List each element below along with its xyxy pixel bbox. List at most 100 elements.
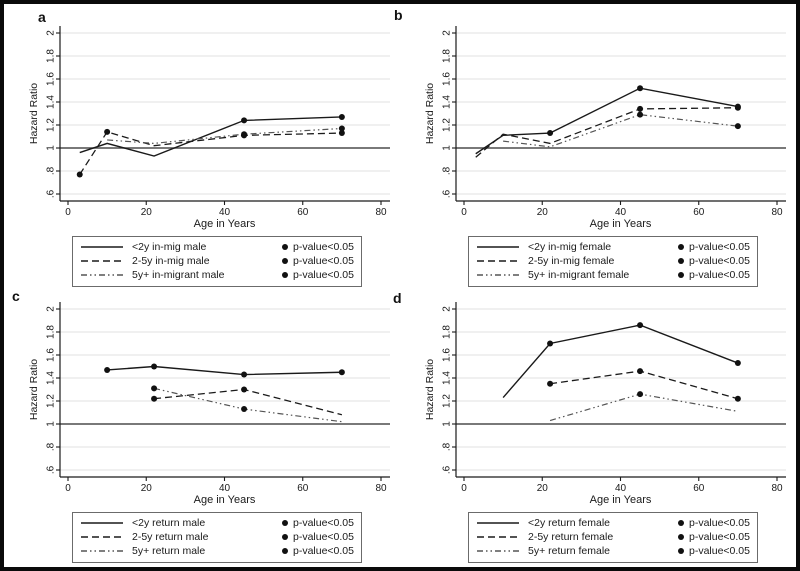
panel-c: c 2 1.8 1.6 1.4 1.2 1.8.6 0 20 40 60 80 Age in Year… [4,287,400,567]
significance-dot-icon [281,520,288,526]
series-line-dashdot [153,387,342,423]
legend-box-c: <2y return male p-value<0.05 2-5y return… [71,512,362,563]
significant-point-marker [104,128,111,135]
legend-line-sample-dashdot [80,274,123,276]
legend-row: 2-5y in-mig female p-value<0.05 [476,254,750,268]
x-tick-label: 20 [141,483,153,494]
significant-point-marker [637,322,644,329]
legend-line-sample-dashdot [476,550,519,552]
series-line-dashdot [549,393,738,422]
legend-box-b: <2y in-mig female p-value<0.05 2-5y in-m… [467,236,758,287]
panel-letter-d: d [393,290,402,306]
legend-p-label: p-value<0.05 [688,531,750,543]
x-tick-label: 0 [461,483,467,494]
legend-row: 2-5y in-mig male p-value<0.05 [80,254,354,268]
panel-grid: a 2 1.8 1.6 1.4 1.2 1.8.6 0 20 40 60 80 Age in Year… [4,4,796,567]
y-tick-label: 1.6 [442,348,453,362]
y-tick-label: 1.2 [442,118,453,132]
legend-p-label: p-value<0.05 [292,517,354,529]
y-tick-label: 1.8 [442,49,453,63]
significant-point-marker [241,131,248,138]
significance-dot-icon [677,520,684,526]
significance-dot-icon [677,244,684,250]
y-tick-label: 1.2 [46,118,57,132]
legend-line-sample-solid [80,246,123,248]
series-line-dashed [154,388,343,416]
significant-point-marker [338,125,345,132]
significance-dot-icon [281,244,288,250]
y-tick-label: .6 [442,189,453,198]
y-tick-label: 2 [46,306,57,312]
significance-dot-icon [677,548,684,554]
significance-dot-icon [281,548,288,554]
legend-box-d: <2y return female p-value<0.05 2-5y retu… [467,512,758,563]
significance-dot-icon [281,534,288,540]
y-axis-title: Hazard Ratio [424,359,436,420]
significance-dot-icon [677,534,684,540]
legend-row: <2y return female p-value<0.05 [476,516,750,530]
legend-label: <2y return male [131,517,206,529]
legend-label: 2-5y return female [527,531,614,543]
y-tick-label: .6 [46,189,57,198]
significant-point-marker [151,385,158,392]
y-tick-label: 1.4 [46,95,57,109]
x-tick-label: 0 [65,207,71,218]
y-tick-label: 1.2 [442,394,453,408]
y-tick-label: .6 [442,465,453,474]
y-tick-label: 1 [442,421,453,427]
legend-row: 2-5y return female p-value<0.05 [476,530,750,544]
legend-p-label: p-value<0.05 [688,241,750,253]
y-tick-label: 1 [46,421,57,427]
legend-label: 5y+ return male [131,545,206,557]
legend-row: 5y+ in-migrant female p-value<0.05 [476,268,750,282]
legend-line-sample-dashed [476,260,519,262]
x-tick-label: 80 [375,207,387,218]
y-tick-label: 2 [442,306,453,312]
y-tick-label: .8 [46,442,57,451]
y-tick-label: 1.4 [46,371,57,385]
legend-line-sample-dashed [80,260,123,262]
series-line-dashed [79,131,342,175]
x-tick-label: 0 [65,483,71,494]
significant-point-marker [547,340,554,347]
significant-point-marker [637,105,644,112]
legend-p-label: p-value<0.05 [688,269,750,281]
significant-point-marker [338,113,345,120]
y-tick-label: .8 [442,442,453,451]
significant-point-marker [76,171,83,178]
x-axis-title: Age in Years [194,218,256,230]
y-tick-label: 2 [46,30,57,36]
significant-point-marker [241,386,248,393]
legend-row: 5y+ return female p-value<0.05 [476,544,750,558]
series-line-solid [79,116,342,157]
legend-p-label: p-value<0.05 [292,531,354,543]
significant-point-marker [734,360,741,367]
series-line-dashdot [107,127,342,145]
y-tick-label: 1.2 [46,394,57,408]
legend-p-label: p-value<0.05 [688,517,750,529]
significant-point-marker [637,111,644,118]
panel-a: a 2 1.8 1.6 1.4 1.2 1.8.6 0 20 40 60 80 Age in Year… [4,4,400,287]
legend-line-sample-solid [476,522,519,524]
legend-p-label: p-value<0.05 [688,255,750,267]
x-tick-label: 60 [693,207,705,218]
panel-letter-c: c [12,288,20,304]
series-line-dashed [475,107,738,158]
x-tick-label: 80 [771,483,783,494]
series-line-solid [502,324,739,399]
legend-label: 5y+ return female [527,545,610,557]
legend-row: 5y+ in-migrant male p-value<0.05 [80,268,354,282]
legend-label: <2y return female [527,517,610,529]
y-tick-label: 1.6 [46,72,57,86]
significant-point-marker [637,368,644,375]
legend-row: 2-5y return male p-value<0.05 [80,530,354,544]
y-axis-title: Hazard Ratio [28,359,40,420]
significant-point-marker [151,395,158,402]
panel-d: d 2 1.8 1.6 1.4 1.2 1.8.6 0 20 40 60 80 Age in Year… [393,287,796,567]
y-axis-title: Hazard Ratio [28,83,40,144]
significant-point-marker [547,130,554,137]
y-tick-label: 1.4 [442,95,453,109]
x-tick-label: 20 [141,207,153,218]
legend-line-sample-dashdot [476,274,519,276]
